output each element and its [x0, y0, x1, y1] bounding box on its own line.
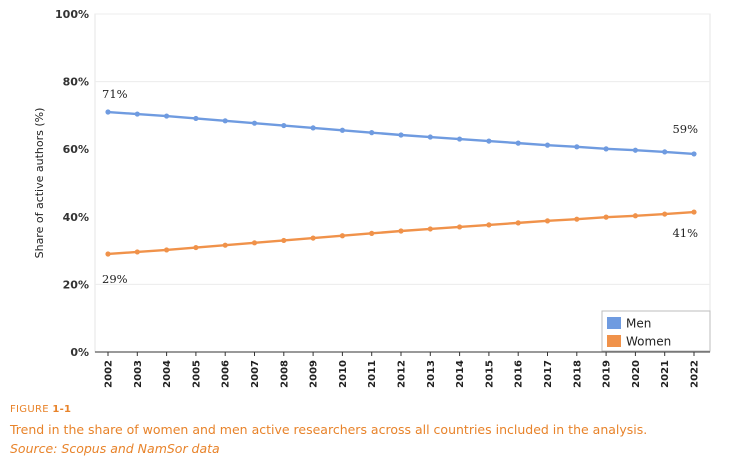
x-tick-label: 2003	[133, 360, 144, 388]
data-point-men	[544, 142, 551, 148]
data-point-women	[310, 235, 316, 241]
data-point-men	[398, 132, 404, 138]
data-point-women	[398, 228, 404, 234]
x-tick-label: 2004	[162, 360, 173, 388]
data-point-men	[486, 138, 492, 144]
data-label: 59%	[672, 122, 698, 136]
data-point-men	[427, 134, 433, 140]
annotations: 71% 29% 59% 41%	[102, 87, 698, 286]
data-point-women	[457, 224, 463, 230]
data-point-women	[486, 222, 492, 228]
data-point-men	[457, 136, 463, 142]
data-point-men	[193, 115, 199, 122]
figure-caption: Trend in the share of women and men acti…	[10, 422, 648, 437]
data-point-women	[515, 220, 521, 226]
legend-label-men: Men	[626, 317, 651, 331]
data-point-women	[662, 211, 668, 217]
x-tick-label: 2022	[690, 360, 701, 388]
x-tick-label: 2007	[250, 360, 261, 388]
x-tick-label: 2008	[279, 360, 290, 388]
data-point-men	[339, 127, 345, 133]
data-point-men	[369, 130, 375, 136]
x-tick-label: 2006	[221, 360, 232, 388]
data-point-women	[544, 218, 551, 224]
data-point-men	[105, 109, 111, 115]
data-point-men	[251, 120, 258, 126]
x-tick-label: 2017	[543, 360, 554, 388]
data-point-men	[281, 122, 287, 129]
data-point-women	[603, 214, 609, 220]
x-tick-label: 2011	[367, 360, 378, 388]
data-point-men	[164, 113, 170, 119]
data-point-men	[662, 149, 668, 155]
data-point-women	[574, 216, 580, 222]
data-point-women	[251, 240, 258, 246]
plot-area	[94, 13, 711, 353]
x-tick-label: 2012	[397, 360, 408, 388]
x-tick-label: 2005	[191, 360, 202, 388]
data-label: 29%	[102, 272, 128, 286]
x-tick-label: 2013	[426, 360, 437, 388]
x-tick-label: 2020	[631, 360, 642, 388]
data-point-women	[427, 226, 433, 232]
data-point-men	[134, 111, 140, 117]
data-point-women	[339, 233, 345, 239]
x-tick-label: 2009	[309, 360, 320, 388]
data-point-men	[632, 147, 639, 153]
figure-word: FIGURE	[10, 404, 49, 415]
y-axis-title: Share of active authors (%)	[33, 108, 46, 259]
figure-source: Source: Scopus and NamSor data	[10, 441, 220, 456]
data-point-men	[574, 144, 580, 150]
x-tick-label: 2019	[602, 360, 613, 388]
data-point-men	[222, 118, 228, 124]
data-label: 71%	[102, 87, 128, 101]
line-chart: Parity Zone 0%20%40%60%80%100%2002200320…	[33, 8, 711, 388]
y-tick-label: 20%	[63, 278, 89, 291]
data-point-women	[222, 242, 228, 248]
x-tick-label: 2002	[104, 360, 115, 388]
x-tick-label: 2021	[660, 360, 671, 388]
legend: Men Women	[601, 310, 711, 352]
series-lines	[105, 109, 697, 257]
data-point-women	[105, 251, 111, 257]
x-tick-label: 2010	[338, 360, 349, 388]
y-tick-label: 60%	[63, 143, 89, 156]
y-tick-label: 0%	[70, 346, 89, 359]
data-point-men	[515, 140, 521, 146]
x-tick-label: 2016	[514, 360, 525, 388]
data-point-men	[691, 151, 697, 157]
data-point-women	[691, 209, 697, 215]
y-tick-label: 80%	[63, 76, 89, 89]
data-point-women	[193, 244, 199, 251]
legend-swatch-men	[607, 317, 621, 329]
y-tick-label: 40%	[63, 211, 89, 224]
legend-swatch-women	[607, 335, 621, 347]
legend-label-women: Women	[626, 335, 671, 349]
x-tick-label: 2015	[484, 360, 495, 388]
y-tick-label: 100%	[55, 8, 89, 21]
data-label: 41%	[672, 226, 698, 240]
gridlines	[94, 13, 711, 353]
data-point-women	[134, 249, 140, 255]
data-point-women	[281, 237, 287, 244]
data-point-women	[164, 247, 170, 253]
data-point-women	[369, 230, 375, 236]
y-axis-title-group: Share of active authors (%)	[33, 108, 46, 259]
x-tick-label: 2018	[572, 360, 583, 388]
data-point-men	[310, 125, 316, 131]
data-point-women	[632, 213, 639, 219]
figure-number: 1-1	[52, 404, 72, 415]
data-point-men	[603, 146, 609, 152]
axes: 0% 20% 40% 60% 80% 100% 2002 2003 2004 2005 2006 20…	[55, 8, 710, 388]
x-tick-label: 2014	[455, 360, 466, 388]
figure-label: FIGURE 1-1	[10, 404, 71, 415]
